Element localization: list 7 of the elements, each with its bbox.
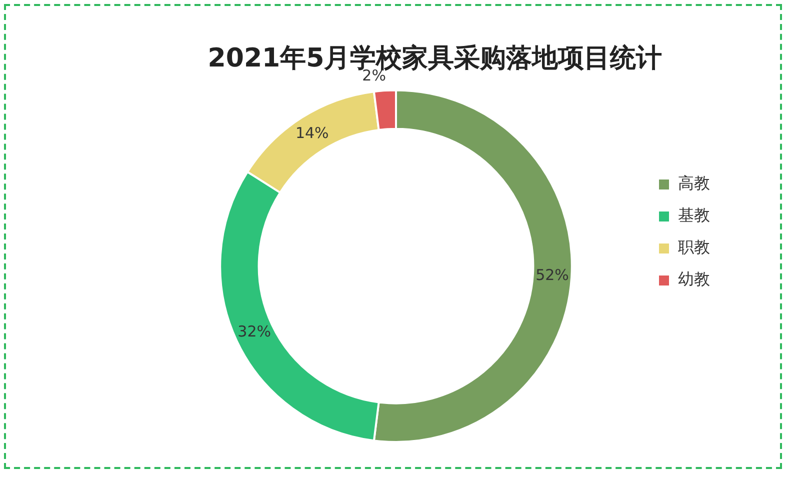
legend-label: 职教 <box>678 238 710 257</box>
data-label: 32% <box>238 322 272 341</box>
legend-label: 幼教 <box>678 270 710 289</box>
legend-label: 高教 <box>678 174 710 193</box>
legend-label: 基教 <box>678 206 710 225</box>
data-label: 52% <box>536 266 569 284</box>
data-label: 14% <box>295 124 329 142</box>
